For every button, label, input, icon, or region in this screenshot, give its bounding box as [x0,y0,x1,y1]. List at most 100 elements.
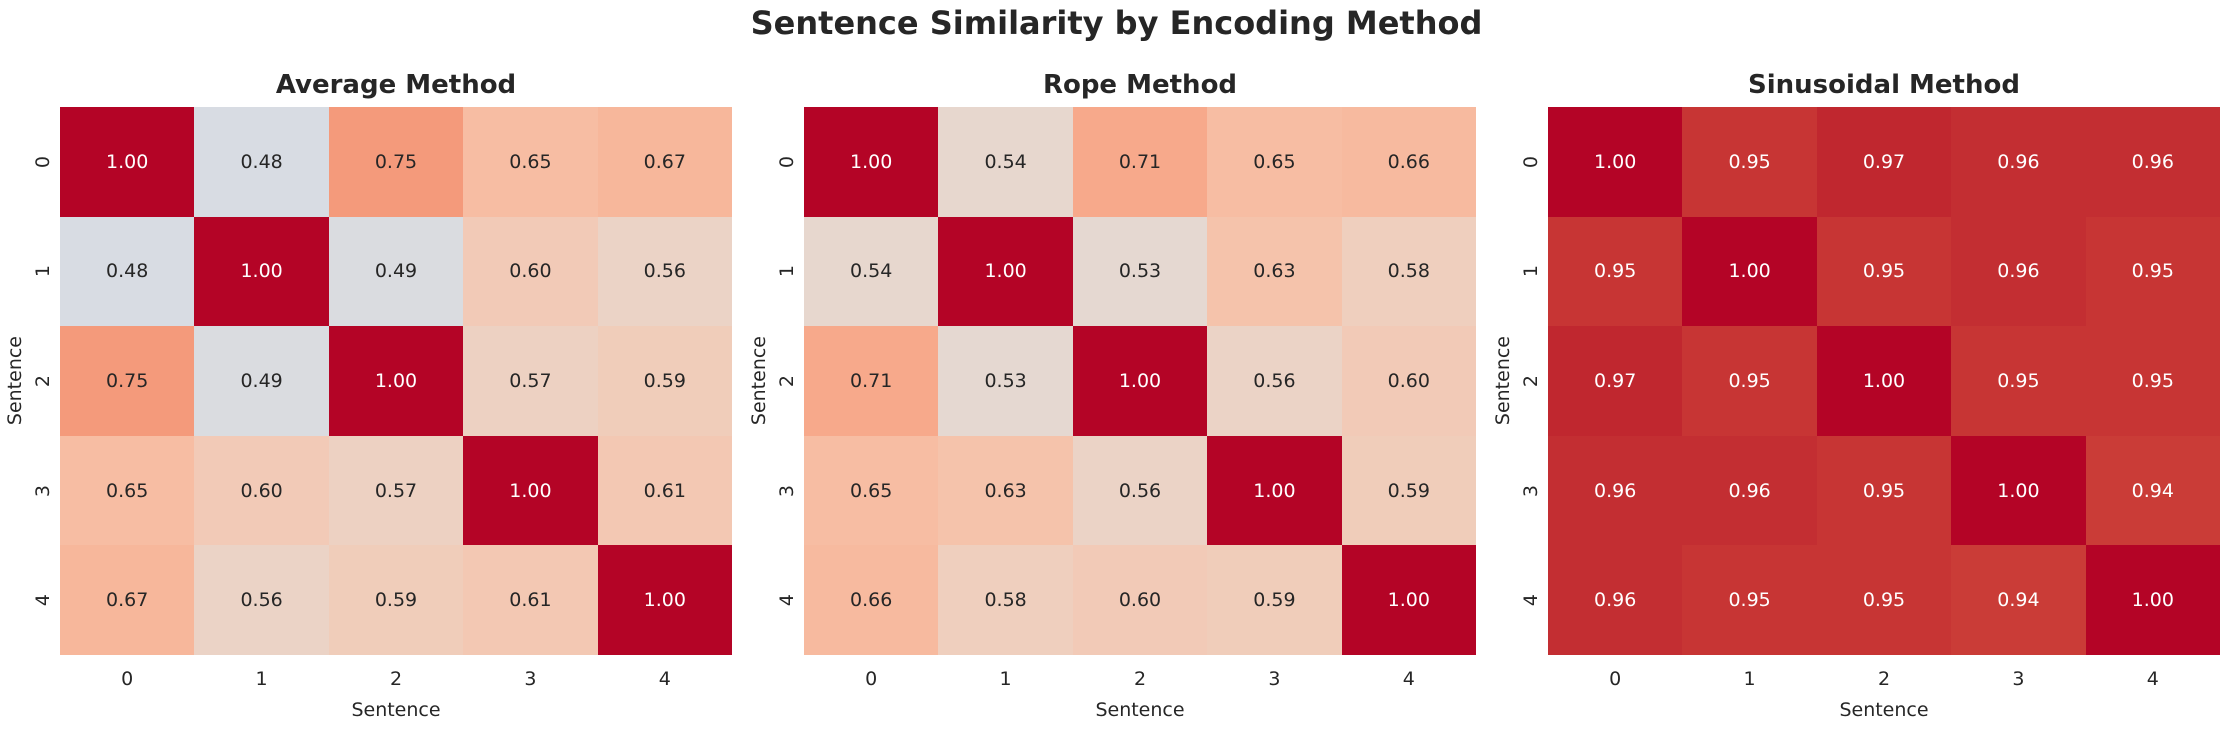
x-tick-label: 0 [121,668,134,690]
x-tick-label: 1 [255,668,268,690]
x-tick-label: 3 [2012,668,2025,690]
heatmap-cell: 1.00 [804,107,939,217]
y-axis-ticks: 0 1 2 3 4 [28,107,58,655]
heatmap-cell: 0.61 [597,435,732,546]
x-tick-label: 3 [1268,668,1281,690]
y-axis-label-text: Sentence [4,336,26,426]
y-tick-label: 1 [1520,265,1542,278]
heatmap-cell: 1.00 [194,216,329,327]
heatmap-cell: 0.60 [1341,326,1476,436]
heatmap-cell: 1.00 [2085,545,2220,655]
heatmap-cell: 1.00 [1207,435,1342,546]
x-tick-label: 4 [2146,668,2159,690]
heatmap-cell: 0.97 [1816,107,1952,217]
heatmap-cell: 0.96 [1548,545,1683,655]
heatmap-cell: 0.75 [60,326,195,436]
x-axis-label: Sentence [60,699,732,721]
heatmap-cell: 0.96 [1951,107,2086,217]
x-axis-ticks: 0 1 2 3 4 [60,668,732,696]
heatmap-cell: 0.95 [2085,216,2220,327]
y-axis-label: Sentence [746,107,772,655]
panel-title: Sinusoidal Method [1748,70,2020,100]
heatmap-cell: 0.71 [804,326,939,436]
heatmap-cell: 0.49 [328,216,464,327]
y-tick-label: 0 [1520,155,1542,168]
y-axis-ticks: 0 1 2 3 4 [772,107,802,655]
y-tick-label: 4 [32,594,54,607]
heatmap-cell: 0.57 [463,326,598,436]
y-tick-label: 0 [32,155,54,168]
y-tick-label: 2 [1520,374,1542,388]
x-axis-label-text: Sentence [1839,699,1929,721]
heatmap-cell: 0.63 [938,435,1073,546]
y-tick-label: 2 [776,374,798,388]
x-tick-label: 3 [524,668,537,690]
heatmap-cell: 0.65 [463,107,598,217]
heatmap-cell: 1.00 [938,216,1073,327]
heatmap-cell: 0.96 [1548,435,1683,546]
y-tick-label: 1 [32,265,54,278]
y-tick-label: 4 [1520,594,1542,607]
heatmap-cell: 0.71 [1072,107,1208,217]
heatmap-cell: 0.94 [1951,545,2086,655]
x-axis-label: Sentence [1548,699,2220,721]
heatmap-cell: 1.00 [597,545,732,655]
heatmap-cell: 1.00 [463,435,598,546]
heatmap-cell: 1.00 [328,326,464,436]
heatmap-cell: 0.56 [194,545,329,655]
heatmap-cell: 0.96 [2085,107,2220,217]
heatmap-cell: 0.95 [1816,435,1952,546]
y-axis-label-text: Sentence [748,336,770,426]
heatmap-cell: 0.94 [2085,435,2220,546]
heatmap-grid: 1.00 0.48 0.75 0.65 0.67 0.48 1.00 0.49 0.60 0.56… [60,107,732,655]
x-axis-ticks: 0 1 2 3 4 [804,668,1476,696]
x-tick-label: 1 [999,668,1012,690]
heatmap-cell: 0.48 [60,216,195,327]
heatmap-cell: 0.66 [1341,107,1476,217]
heatmap-cell: 0.65 [804,435,939,546]
heatmap-cell: 0.95 [1682,545,1817,655]
heatmap-cell: 0.95 [1548,216,1683,327]
figure-title: Sentence Similarity by Encoding Method [750,4,1483,42]
x-axis-label-text: Sentence [1095,699,1185,721]
heatmap-cell: 0.54 [804,216,939,327]
x-tick-label: 2 [389,668,403,690]
y-tick-label: 4 [776,594,798,607]
y-tick-label: 3 [776,484,798,497]
x-axis-label: Sentence [804,699,1476,721]
heatmap-cell: 0.95 [1816,545,1952,655]
heatmap-cell: 0.60 [194,435,329,546]
heatmap-cell: 0.95 [2085,326,2220,436]
y-axis-label: Sentence [1490,107,1516,655]
heatmap-cell: 0.59 [328,545,464,655]
heatmap-cell: 0.56 [597,216,732,327]
heatmap-grid: 1.00 0.54 0.71 0.65 0.66 0.54 1.00 0.53 0.63 0.58… [804,107,1476,655]
heatmap-cell: 0.53 [938,326,1073,436]
heatmap-cell: 1.00 [60,107,195,217]
heatmap-cell: 1.00 [1951,435,2086,546]
heatmap-cell: 0.96 [1951,216,2086,327]
heatmap-cell: 1.00 [1682,216,1817,327]
heatmap-cell: 0.58 [938,545,1073,655]
heatmap-cell: 0.95 [1682,326,1817,436]
heatmap-cell: 1.00 [1341,545,1476,655]
y-axis-label-text: Sentence [1492,336,1514,426]
x-tick-label: 2 [1133,668,1147,690]
heatmap-cell: 0.60 [1072,545,1208,655]
heatmap-cell: 0.63 [1207,216,1342,327]
heatmap-cell: 0.53 [1072,216,1208,327]
x-tick-label: 2 [1877,668,1891,690]
heatmap-grid: 1.00 0.95 0.97 0.96 0.96 0.95 1.00 0.95 0.96 0.95… [1548,107,2220,655]
heatmap-cell: 0.95 [1682,107,1817,217]
heatmap-cell: 0.66 [804,545,939,655]
x-tick-label: 4 [658,668,671,690]
y-tick-label: 0 [776,155,798,168]
heatmap-cell: 0.97 [1548,326,1683,436]
heatmap-cell: 0.56 [1207,326,1342,436]
y-tick-label: 2 [32,374,54,388]
